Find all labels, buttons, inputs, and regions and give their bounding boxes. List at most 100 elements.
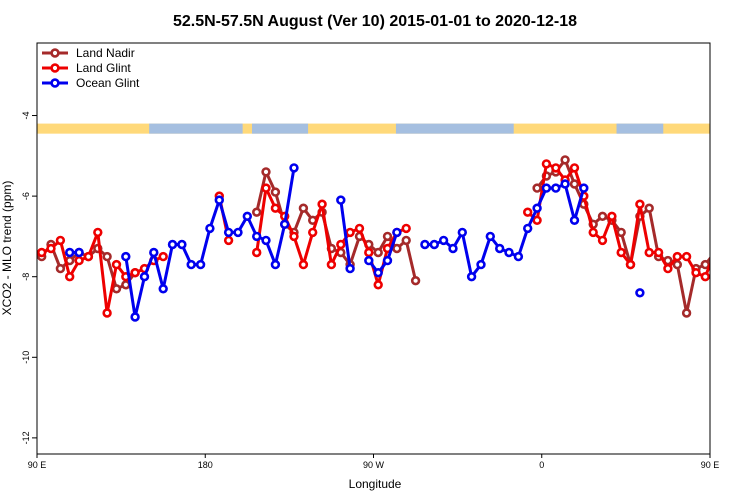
- data-point-land-glint: [308, 227, 318, 238]
- data-point-ocean-glint: [382, 255, 393, 266]
- data-point-ocean-glint: [214, 195, 225, 205]
- data-point-ocean-glint: [438, 235, 449, 246]
- data-point-ocean-glint: [495, 243, 505, 254]
- data-point-ocean-glint: [513, 251, 524, 262]
- y-tick-label: -10: [21, 351, 31, 364]
- data-point-land-nadir: [532, 183, 542, 193]
- data-point-ocean-glint: [466, 272, 477, 282]
- data-point-ocean-glint: [373, 268, 383, 278]
- legend-item-land-nadir: Land Nadir: [42, 46, 135, 60]
- data-point-ocean-glint: [448, 243, 458, 254]
- series-line-ocean-glint: [424, 182, 586, 279]
- data-point-land-nadir: [711, 249, 718, 256]
- legend-label: Land Nadir: [76, 46, 135, 60]
- legend-item-land-glint: Land Glint: [42, 61, 131, 75]
- x-tick-label: 0: [539, 460, 544, 470]
- land-ocean-strip: [37, 123, 710, 134]
- data-point-land-glint: [373, 280, 383, 290]
- data-point-land-nadir: [382, 231, 393, 242]
- data-point-land-glint: [739, 273, 746, 280]
- legend-label: Land Glint: [76, 61, 131, 75]
- data-point-ocean-glint: [429, 239, 439, 250]
- data-point-land-nadir: [252, 207, 262, 217]
- data-point-land-glint: [37, 247, 47, 258]
- legend-swatch-marker: [50, 48, 60, 58]
- data-point-land-glint: [83, 251, 94, 262]
- data-point-ocean-glint: [739, 249, 746, 256]
- y-axis-label: XCO2 - MLO trend (ppm): [0, 181, 14, 316]
- x-axis: 90 E 180 90 W 0 90 E: [28, 454, 720, 470]
- data-point-ocean-glint: [280, 219, 290, 230]
- data-point-ocean-glint: [551, 183, 561, 193]
- x-tick-label: 90 W: [363, 460, 385, 470]
- data-point-ocean-glint: [504, 247, 514, 258]
- y-tick-label: -12: [21, 431, 31, 444]
- data-point-ocean-glint: [522, 223, 533, 234]
- data-point-land-nadir: [373, 247, 383, 258]
- data-point-ocean-glint: [186, 259, 196, 270]
- data-point-land-nadir: [721, 237, 728, 244]
- data-point-land-glint: [289, 231, 299, 242]
- data-point-land-glint: [522, 207, 533, 217]
- data-point-land-glint: [261, 183, 271, 193]
- data-point-land-glint: [532, 215, 542, 226]
- series-line-land-nadir: [40, 243, 137, 291]
- data-point-land-glint: [616, 247, 626, 258]
- data-point-land-nadir: [616, 227, 626, 238]
- data-point-ocean-glint: [261, 235, 271, 246]
- data-point-land-glint: [691, 268, 701, 278]
- strip-land-band: [37, 123, 710, 134]
- data-point-land-glint: [64, 272, 75, 282]
- data-point-ocean-glint: [177, 239, 187, 250]
- data-point-land-glint: [93, 227, 103, 238]
- legend-swatch-marker: [50, 78, 60, 88]
- data-point-ocean-glint: [233, 227, 243, 238]
- data-point-ocean-glint: [74, 247, 84, 258]
- data-point-ocean-glint: [345, 263, 355, 274]
- data-point-ocean-glint: [476, 259, 486, 270]
- data-point-land-glint: [644, 247, 654, 258]
- data-point-land-glint: [681, 251, 692, 262]
- x-tick-label: 180: [198, 460, 213, 470]
- data-point-land-glint: [721, 241, 728, 248]
- data-point-land-glint: [354, 223, 365, 234]
- series-layer: [37, 155, 746, 322]
- data-point-land-glint: [730, 237, 737, 244]
- data-point-land-glint: [364, 247, 374, 258]
- legend-swatch-marker: [50, 63, 60, 73]
- data-point-land-glint: [326, 259, 337, 270]
- data-point-ocean-glint: [242, 211, 253, 222]
- chart-title: 52.5N-57.5N August (Ver 10) 2015-01-01 t…: [173, 13, 577, 30]
- data-point-ocean-glint: [205, 223, 215, 234]
- data-point-ocean-glint: [569, 215, 580, 226]
- data-point-land-glint: [663, 263, 673, 274]
- data-point-ocean-glint: [392, 227, 402, 238]
- x-tick-label: 90 E: [28, 460, 47, 470]
- data-point-ocean-glint: [64, 247, 75, 258]
- data-point-land-glint: [541, 159, 552, 169]
- data-point-ocean-glint: [121, 251, 131, 262]
- data-point-ocean-glint: [560, 179, 570, 189]
- data-point-land-nadir: [392, 243, 402, 254]
- data-point-ocean-glint: [167, 239, 178, 250]
- data-point-ocean-glint: [130, 312, 140, 322]
- data-point-land-glint: [700, 272, 710, 282]
- data-point-ocean-glint: [485, 231, 495, 242]
- x-tick-label: 90 E: [701, 460, 720, 470]
- data-point-land-glint: [270, 203, 281, 213]
- series-ocean-glint: [64, 163, 746, 322]
- data-point-land-nadir: [111, 284, 122, 294]
- data-point-land-nadir: [102, 251, 112, 262]
- data-point-ocean-glint: [579, 183, 589, 193]
- data-point-land-glint: [597, 235, 608, 246]
- data-point-land-glint: [298, 259, 309, 270]
- strip-ocean-band: [251, 123, 309, 134]
- data-point-ocean-glint: [336, 195, 346, 205]
- strip-ocean-band: [149, 123, 243, 134]
- data-point-land-nadir: [270, 187, 281, 197]
- series-line-ocean-glint: [339, 199, 352, 269]
- data-point-ocean-glint: [252, 231, 262, 242]
- data-point-land-nadir: [597, 211, 608, 222]
- data-point-ocean-glint: [270, 259, 281, 270]
